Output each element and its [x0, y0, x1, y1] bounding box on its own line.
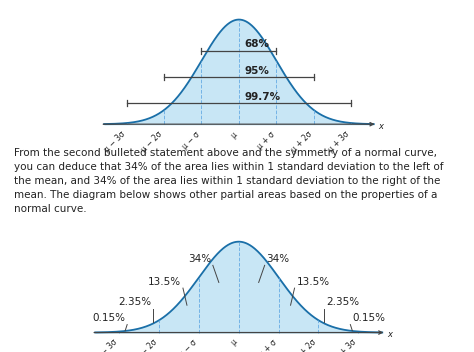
Text: μ − σ: μ − σ	[178, 338, 199, 352]
Text: 13.5%: 13.5%	[297, 277, 329, 287]
Text: 0.15%: 0.15%	[92, 313, 125, 323]
Text: μ + σ: μ + σ	[257, 338, 279, 352]
Text: μ: μ	[229, 338, 239, 347]
Text: μ − 2σ: μ − 2σ	[140, 130, 164, 155]
Text: 0.15%: 0.15%	[352, 313, 385, 323]
Text: μ + 3σ: μ + 3σ	[327, 130, 351, 155]
Text: μ + 3σ: μ + 3σ	[334, 338, 358, 352]
Text: 13.5%: 13.5%	[148, 277, 181, 287]
Text: μ + 2σ: μ + 2σ	[294, 338, 319, 352]
Text: From the second bulleted statement above and the symmetry of a normal curve,
you: From the second bulleted statement above…	[14, 148, 444, 214]
Text: 2.35%: 2.35%	[118, 297, 151, 308]
Text: μ − 3σ: μ − 3σ	[95, 338, 119, 352]
Text: 34%: 34%	[188, 254, 211, 264]
Text: 95%: 95%	[245, 66, 269, 76]
Text: μ + 2σ: μ + 2σ	[290, 130, 314, 155]
Text: μ − 2σ: μ − 2σ	[135, 338, 159, 352]
Text: μ − 3σ: μ − 3σ	[102, 130, 127, 155]
Text: 34%: 34%	[267, 254, 290, 264]
Text: μ − σ: μ − σ	[181, 130, 201, 151]
Text: 2.35%: 2.35%	[327, 297, 360, 308]
Text: 68%: 68%	[245, 39, 270, 49]
Text: 99.7%: 99.7%	[245, 92, 281, 102]
Text: x: x	[387, 330, 392, 339]
Text: μ: μ	[229, 130, 239, 140]
Text: x: x	[378, 122, 383, 131]
Text: μ + σ: μ + σ	[255, 130, 276, 151]
